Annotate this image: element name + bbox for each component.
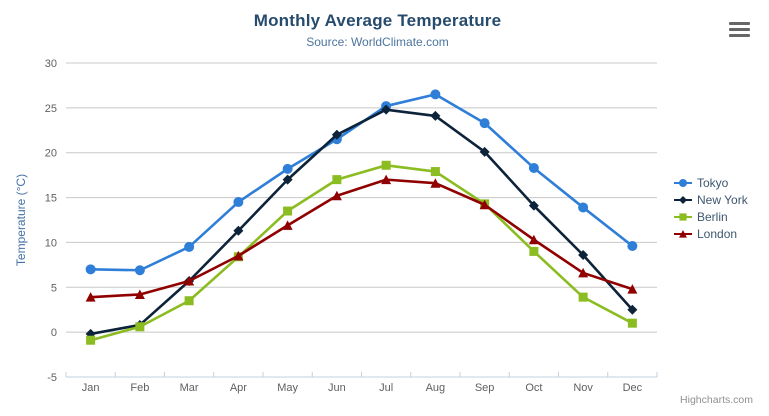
- chart-title: Monthly Average Temperature: [253, 11, 502, 30]
- x-axis-label: Oct: [525, 382, 542, 394]
- square-icon: [679, 212, 687, 221]
- x-axis-label: Jun: [328, 382, 346, 394]
- context-menu-button[interactable]: [729, 22, 750, 37]
- data-point[interactable]: [233, 250, 244, 261]
- data-point[interactable]: [627, 318, 637, 328]
- data-point[interactable]: [282, 174, 293, 185]
- x-axis-label: Jan: [82, 382, 100, 394]
- data-point[interactable]: [578, 202, 589, 213]
- credits-link[interactable]: Highcharts.com: [680, 394, 753, 406]
- data-point[interactable]: [627, 284, 638, 294]
- data-point[interactable]: [85, 264, 96, 275]
- x-axis-label: Mar: [180, 382, 199, 394]
- hamburger-icon: [729, 33, 750, 37]
- data-point[interactable]: [331, 129, 342, 140]
- x-axis-label: Aug: [426, 382, 446, 394]
- data-point[interactable]: [233, 197, 244, 208]
- legend-label: Tokyo: [697, 175, 729, 190]
- diamond-legend-icon: [674, 195, 692, 204]
- data-point[interactable]: [184, 296, 194, 306]
- legend-item-tokyo[interactable]: Tokyo: [674, 174, 748, 191]
- data-point[interactable]: [528, 162, 539, 173]
- data-point[interactable]: [135, 322, 145, 332]
- x-axis-label: Nov: [573, 382, 593, 394]
- circle-legend-icon: [674, 178, 692, 187]
- data-point[interactable]: [479, 146, 490, 157]
- data-point[interactable]: [578, 292, 588, 302]
- data-point[interactable]: [332, 175, 342, 185]
- data-point[interactable]: [430, 110, 441, 121]
- y-axis-label: 30: [45, 58, 57, 70]
- x-axis-label: Apr: [230, 382, 247, 394]
- diamond-icon: [679, 195, 687, 204]
- square-legend-icon: [674, 212, 692, 221]
- series-line[interactable]: [89, 178, 634, 299]
- series-tokyo: [85, 89, 638, 276]
- data-point[interactable]: [283, 206, 293, 216]
- legend-label: New York: [697, 192, 748, 207]
- x-axis-label: Feb: [130, 382, 149, 394]
- data-point[interactable]: [627, 304, 638, 315]
- data-point[interactable]: [184, 276, 195, 286]
- y-axis-label: 20: [45, 148, 57, 160]
- y-axis-label: 15: [45, 193, 57, 205]
- x-axis-label: Sep: [475, 382, 495, 394]
- chart-subtitle: Source: WorldClimate.com: [306, 35, 449, 49]
- hamburger-icon: [729, 22, 750, 26]
- legend-label: London: [697, 226, 738, 241]
- legend-item-new-york[interactable]: New York: [674, 191, 748, 208]
- x-axis-label: May: [277, 382, 298, 394]
- hamburger-icon: [729, 27, 750, 32]
- data-point[interactable]: [479, 118, 490, 129]
- data-point[interactable]: [578, 249, 589, 260]
- data-point[interactable]: [184, 241, 195, 252]
- data-point[interactable]: [85, 292, 96, 302]
- data-point[interactable]: [479, 199, 490, 210]
- circle-icon: [679, 178, 687, 187]
- data-point[interactable]: [86, 335, 96, 345]
- data-point[interactable]: [528, 200, 539, 211]
- triangle-icon: [679, 229, 687, 238]
- data-point[interactable]: [381, 174, 392, 185]
- series-line[interactable]: [89, 108, 634, 336]
- data-point[interactable]: [627, 241, 638, 252]
- data-point[interactable]: [282, 220, 293, 230]
- data-point[interactable]: [282, 163, 293, 174]
- y-axis-label: 5: [51, 282, 57, 294]
- data-point[interactable]: [134, 265, 145, 276]
- y-axis-label: -5: [47, 372, 57, 384]
- legend: Tokyo New York Berlin London: [674, 174, 748, 242]
- data-point[interactable]: [381, 160, 391, 170]
- data-point[interactable]: [578, 267, 589, 278]
- data-point[interactable]: [528, 234, 539, 245]
- data-point[interactable]: [233, 225, 244, 236]
- data-point[interactable]: [529, 246, 539, 256]
- series-line[interactable]: [89, 163, 634, 342]
- triangle-legend-icon: [674, 229, 692, 238]
- data-point[interactable]: [134, 289, 145, 299]
- x-axis-label: Jul: [379, 382, 393, 394]
- x-axis-label: Dec: [623, 382, 643, 394]
- series-london: [85, 174, 638, 302]
- legend-label: Berlin: [697, 209, 728, 224]
- legend-item-berlin[interactable]: Berlin: [674, 208, 748, 225]
- y-axis-label: 0: [51, 327, 57, 339]
- y-axis-label: 10: [45, 237, 57, 249]
- data-point[interactable]: [430, 89, 441, 100]
- series-new-york: [85, 104, 638, 339]
- data-point[interactable]: [381, 104, 392, 115]
- data-point[interactable]: [430, 178, 441, 188]
- y-axis-title: Temperature (°C): [14, 173, 28, 267]
- data-point[interactable]: [430, 167, 440, 177]
- legend-item-london[interactable]: London: [674, 225, 748, 242]
- data-point[interactable]: [331, 190, 342, 201]
- y-axis-label: 25: [45, 103, 57, 115]
